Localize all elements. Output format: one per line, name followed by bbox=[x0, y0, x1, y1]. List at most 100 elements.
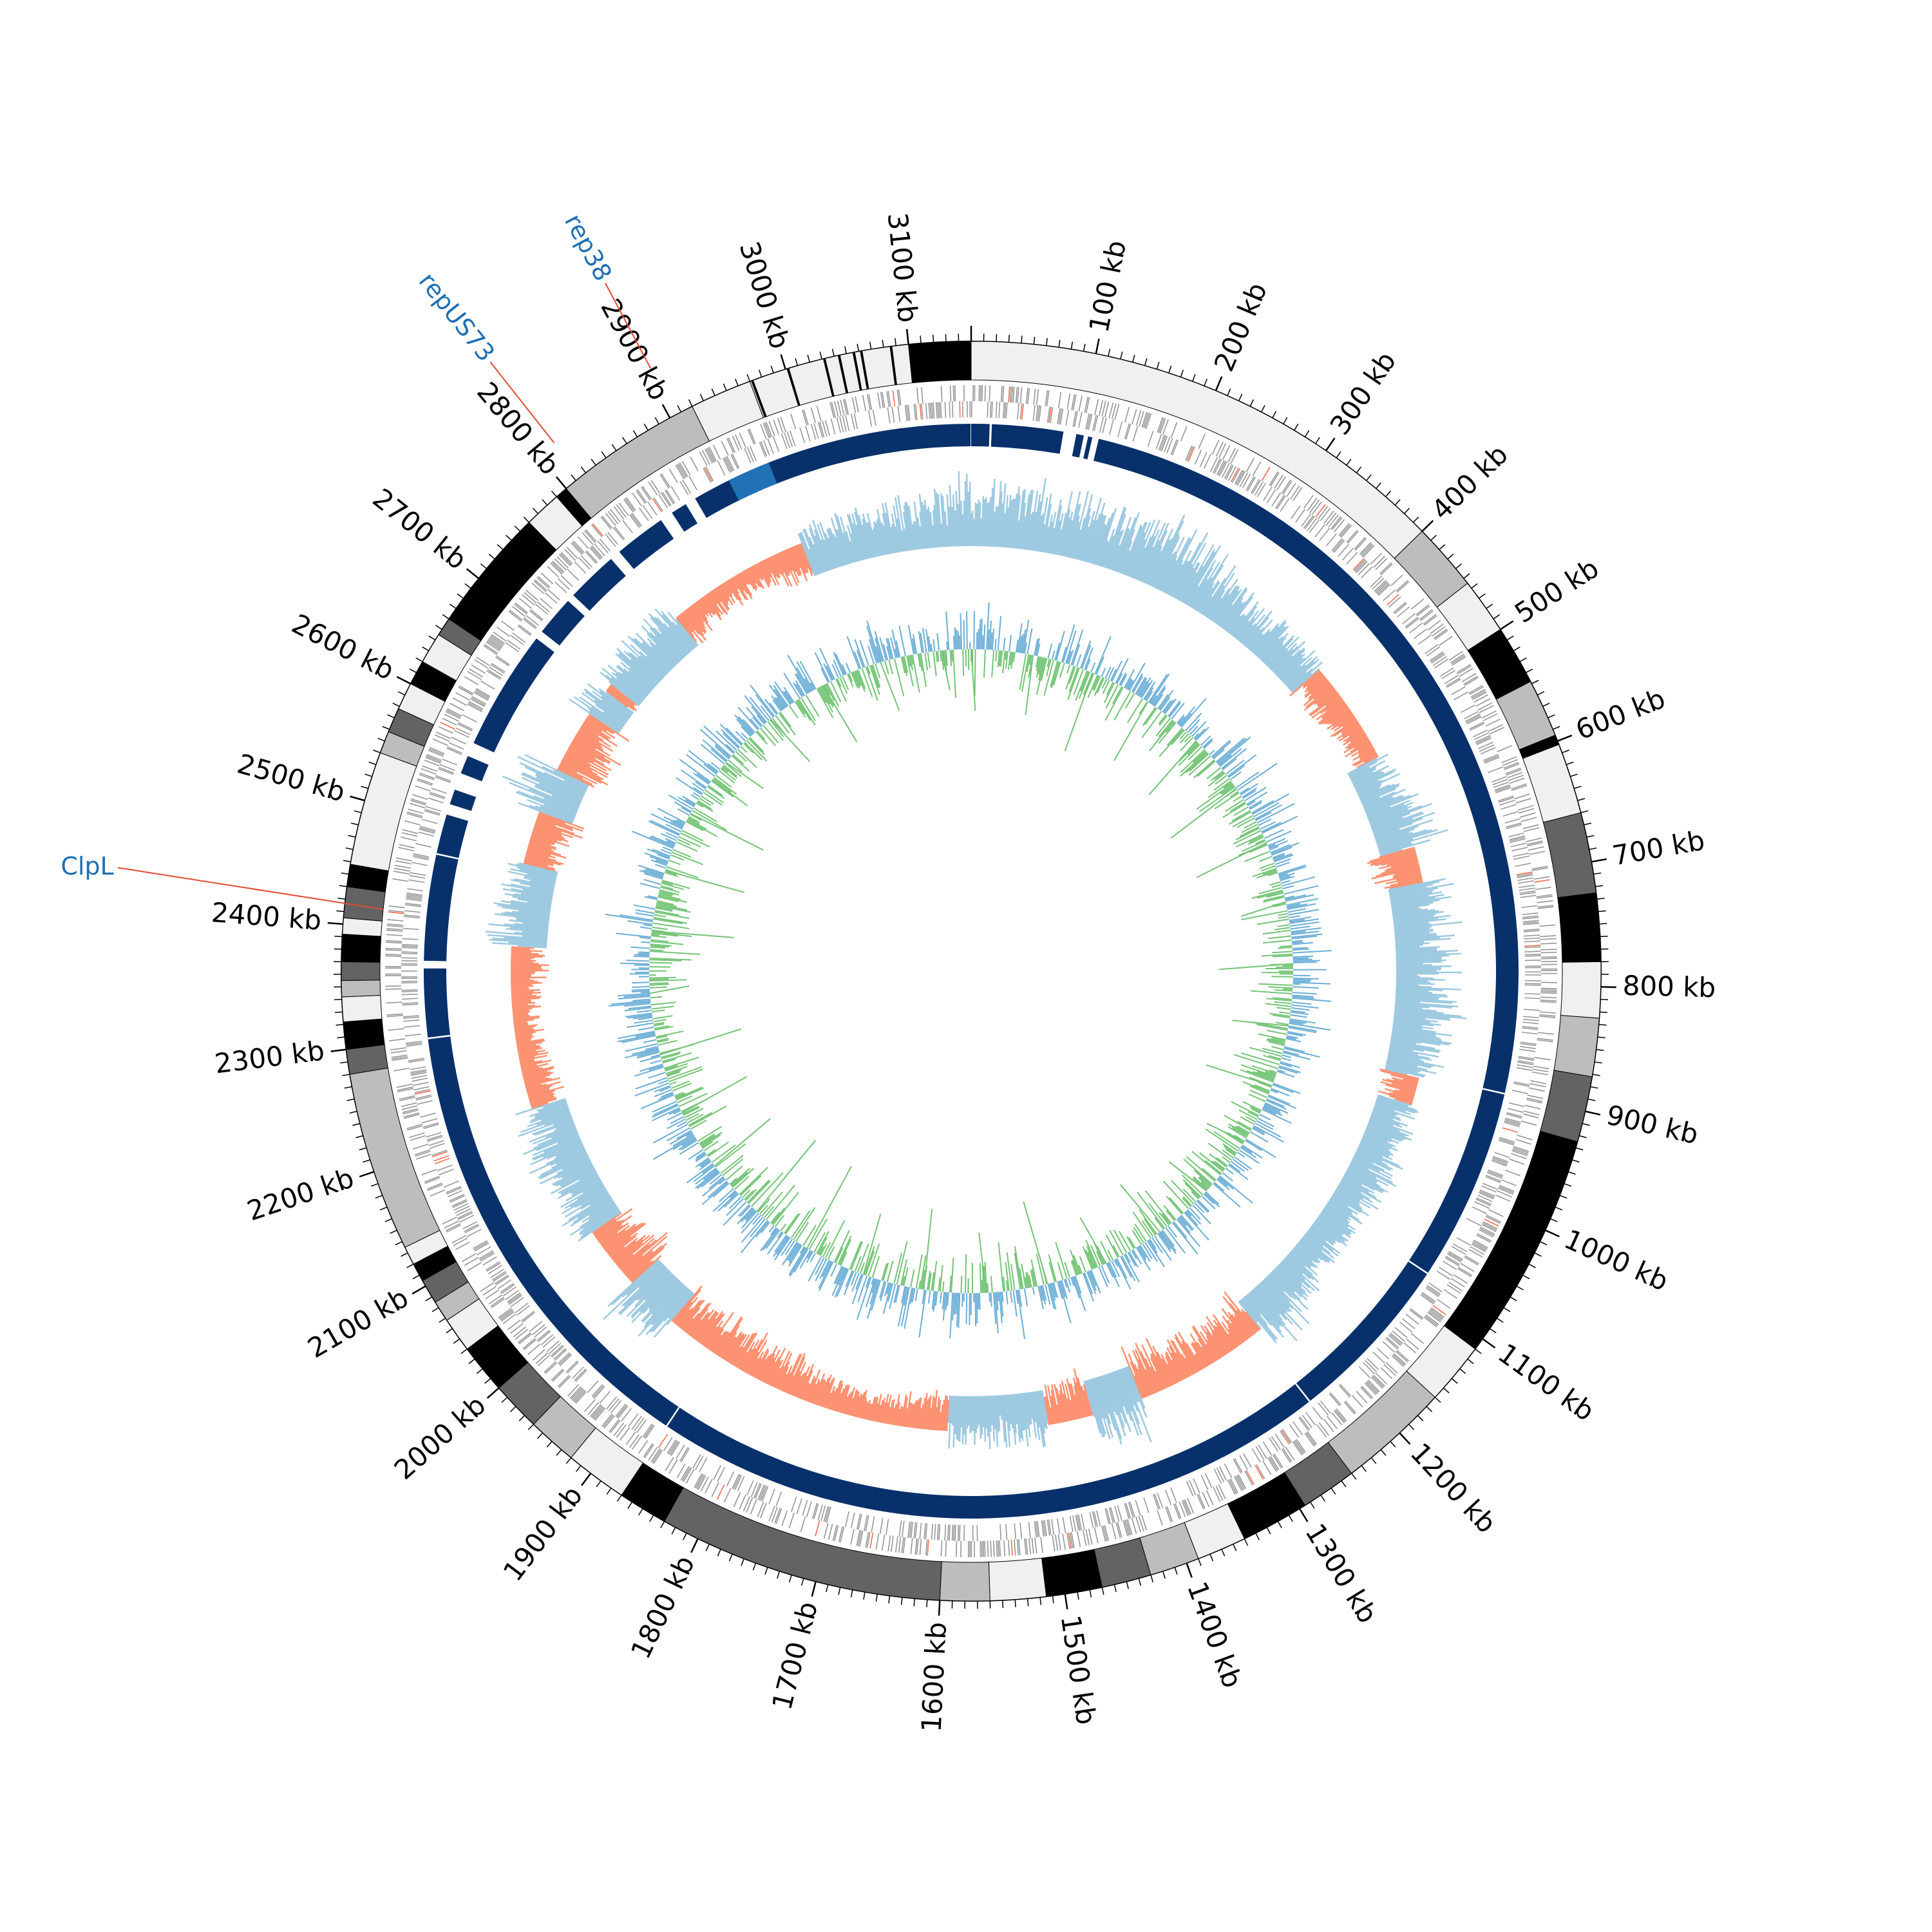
gene-feature bbox=[385, 966, 402, 967]
gc-content-bar bbox=[1122, 526, 1143, 575]
minor-tick bbox=[1506, 635, 1514, 641]
gc-skew-bar bbox=[1073, 1276, 1086, 1312]
gene-feature bbox=[1429, 1309, 1443, 1320]
gc-content-bar bbox=[1375, 825, 1419, 841]
gene-feature bbox=[536, 601, 550, 613]
gc-content-bar bbox=[889, 1399, 895, 1425]
gc-content-bar bbox=[1298, 1242, 1319, 1260]
gc-content-bar bbox=[509, 927, 549, 933]
gene-feature bbox=[983, 1540, 985, 1557]
gc-content-bar bbox=[600, 1222, 629, 1245]
gc-skew-bar bbox=[1285, 1037, 1302, 1043]
gene-feature bbox=[1076, 1531, 1081, 1548]
gc-skew-bar bbox=[685, 1113, 699, 1121]
blast-gap-line bbox=[1482, 1088, 1505, 1095]
gc-content-bar bbox=[1341, 1179, 1382, 1203]
gc-content-bar bbox=[501, 906, 551, 915]
gc-skew-bar bbox=[922, 1289, 925, 1304]
gene-feature bbox=[565, 1360, 578, 1373]
gene-feature bbox=[426, 1132, 442, 1138]
gc-skew-bar bbox=[1062, 624, 1075, 663]
gene-feature bbox=[647, 501, 658, 516]
gc-content-bar bbox=[529, 839, 556, 849]
gene-feature bbox=[865, 1531, 869, 1548]
gc-content-bar bbox=[899, 1406, 904, 1426]
gc-content-bar bbox=[1353, 771, 1384, 787]
gc-content-bar bbox=[1392, 1023, 1434, 1030]
gene-feature bbox=[887, 407, 891, 424]
gene-feature bbox=[550, 562, 563, 575]
gc-skew-bar bbox=[774, 1236, 791, 1261]
gene-feature bbox=[1540, 949, 1557, 951]
gc-skew-bar bbox=[649, 1065, 664, 1071]
gc-content-bar bbox=[1360, 1140, 1394, 1156]
gc-skew-bar bbox=[1035, 638, 1040, 656]
gene-feature bbox=[1361, 544, 1374, 557]
gc-content-bar bbox=[1212, 1314, 1237, 1349]
gene-feature bbox=[410, 1066, 426, 1070]
gc-skew-bar bbox=[672, 1083, 692, 1092]
gc-skew-bar bbox=[1287, 1032, 1303, 1037]
gc-content-bar bbox=[772, 1350, 791, 1387]
minor-tick bbox=[1578, 1135, 1587, 1139]
gc-content-bar bbox=[565, 1180, 602, 1202]
gc-content-bar bbox=[1396, 992, 1446, 996]
gc-content-bar bbox=[1073, 1385, 1083, 1419]
gc-content-bar bbox=[1166, 564, 1183, 594]
gene-feature bbox=[585, 529, 597, 542]
gene-feature bbox=[1327, 1416, 1338, 1430]
gc-content-bar bbox=[882, 513, 892, 554]
gc-skew-bar bbox=[1233, 829, 1262, 845]
gc-content-bar bbox=[510, 883, 554, 893]
gc-content-bar bbox=[858, 515, 871, 559]
gc-content-bar bbox=[1388, 1050, 1432, 1061]
gc-skew-bar bbox=[1185, 712, 1202, 732]
gc-content-bar bbox=[1365, 1130, 1392, 1143]
gc-skew-bar bbox=[618, 996, 650, 1000]
gc-skew-bar bbox=[664, 1056, 699, 1069]
gene-feature bbox=[1523, 1016, 1540, 1019]
gc-content-bar bbox=[786, 549, 800, 576]
gene-feature bbox=[476, 656, 491, 667]
blast-hit bbox=[619, 520, 674, 569]
gc-skew-bar bbox=[1218, 754, 1232, 766]
gc-content-bar bbox=[880, 522, 889, 555]
gene-feature bbox=[789, 430, 796, 446]
gene-feature bbox=[493, 1272, 507, 1282]
gc-content-bar bbox=[1005, 495, 1012, 548]
gene-feature bbox=[1236, 1475, 1245, 1490]
gene-feature bbox=[1141, 412, 1148, 428]
gene-feature bbox=[645, 1425, 655, 1439]
gc-content-bar bbox=[517, 1046, 541, 1052]
gene-feature bbox=[510, 634, 524, 645]
gc-content-bar bbox=[737, 1352, 748, 1368]
gc-content-bar bbox=[1145, 1338, 1170, 1387]
gene-feature bbox=[574, 561, 587, 574]
gene-feature bbox=[418, 831, 435, 837]
gene-feature bbox=[938, 1524, 941, 1540]
gc-content-bar bbox=[601, 699, 629, 721]
gene-feature bbox=[426, 753, 442, 761]
gc-content-bar bbox=[1370, 852, 1417, 867]
gc-content-bar bbox=[655, 644, 677, 667]
gc-skew-bar bbox=[786, 1242, 799, 1261]
gc-content-bar bbox=[1134, 1349, 1155, 1394]
gc-content-bar bbox=[772, 555, 782, 576]
gc-skew-bar bbox=[763, 1206, 775, 1218]
gc-content-bar bbox=[520, 1059, 543, 1066]
gc-skew-bar bbox=[871, 1278, 877, 1294]
gc-skew-bar bbox=[1087, 674, 1099, 698]
gc-skew-bar bbox=[1231, 810, 1251, 822]
gc-content-bar bbox=[515, 1031, 536, 1036]
minor-tick bbox=[497, 544, 504, 551]
gc-content-bar bbox=[1177, 562, 1200, 600]
gc-skew-bar bbox=[1224, 1114, 1251, 1132]
gene-feature bbox=[1379, 562, 1392, 574]
gc-skew-bar bbox=[1061, 1280, 1068, 1300]
gc-skew-bar bbox=[741, 1211, 757, 1229]
gc-skew-bar bbox=[1103, 682, 1115, 703]
minor-tick bbox=[565, 1457, 572, 1464]
minor-tick bbox=[501, 1397, 508, 1403]
gene-feature bbox=[949, 385, 952, 402]
major-tick bbox=[1186, 1562, 1193, 1578]
